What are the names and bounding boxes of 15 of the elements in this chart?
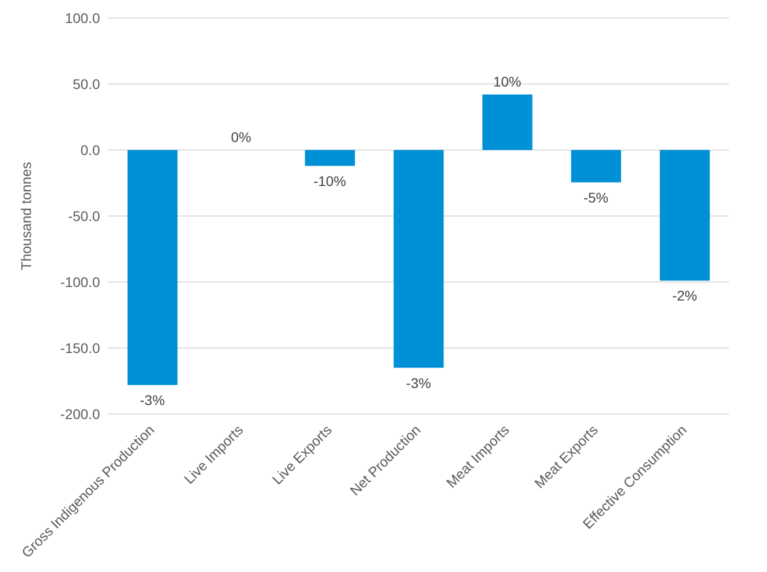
annotation: -3% (140, 392, 165, 408)
y-tick-label: 100.0 (64, 10, 100, 26)
annotation: -2% (672, 288, 698, 304)
y-tick-label: -150.0 (60, 340, 100, 356)
y-tick-label: -200.0 (60, 406, 100, 422)
y-tick-label: 0.0 (80, 142, 100, 158)
annotation: -10% (313, 172, 346, 189)
annotation: -3% (406, 374, 431, 391)
y-tick-label: -100.0 (60, 274, 100, 290)
y-axis-title: Thousand tonnes (18, 162, 34, 270)
annotation: 10% (493, 74, 522, 90)
annotation: -5% (583, 189, 608, 206)
y-tick-label: 50.0 (72, 76, 100, 92)
y-tick-label: -50.0 (68, 208, 100, 224)
annotation: 0% (230, 129, 252, 145)
